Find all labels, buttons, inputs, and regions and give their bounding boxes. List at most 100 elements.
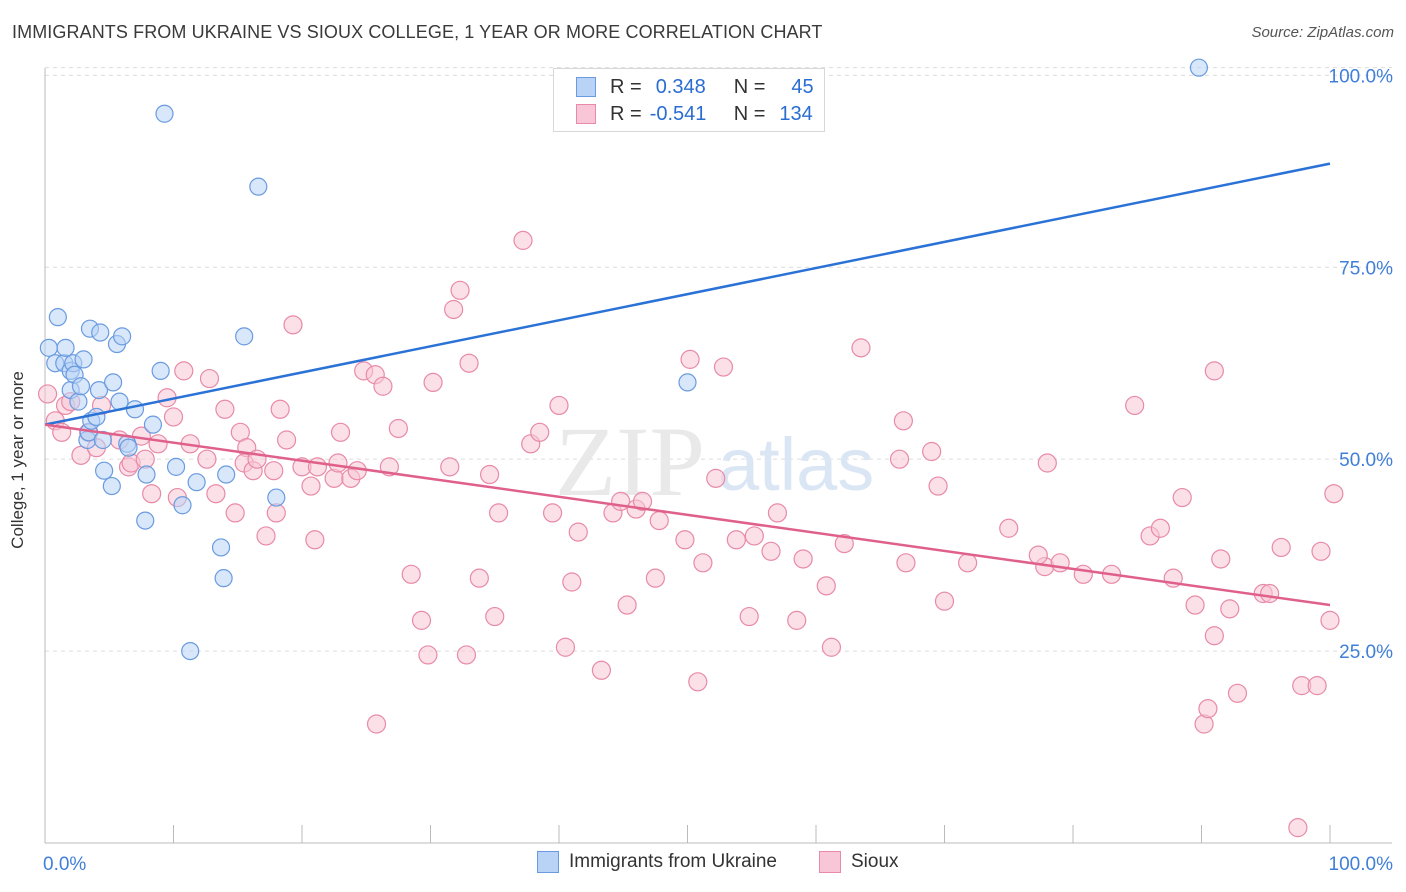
point-sioux [1220, 599, 1240, 619]
point-sioux [893, 411, 913, 431]
point-sioux [549, 395, 569, 416]
series-swatch-sioux [819, 851, 841, 873]
point-sioux [256, 526, 276, 546]
point-sioux [330, 422, 351, 442]
point-sioux [787, 610, 807, 630]
point-ukraine [151, 361, 170, 380]
point-sioux [767, 503, 788, 523]
point-sioux [1125, 395, 1145, 416]
point-sioux [693, 553, 713, 573]
point-ukraine [249, 177, 268, 196]
point-sioux [934, 591, 955, 611]
point-ukraine [71, 377, 91, 396]
point-sioux [270, 399, 290, 419]
point-sioux [401, 564, 421, 584]
legend-swatch-ukraine [576, 77, 596, 97]
point-ukraine [69, 392, 88, 411]
point-sioux [726, 530, 746, 550]
y-tick-label: 100.0% [1329, 66, 1394, 87]
point-ukraine [211, 538, 231, 557]
point-sioux [264, 461, 284, 481]
point-sioux [456, 645, 477, 665]
point-sioux [645, 568, 665, 588]
point-sioux [555, 637, 576, 657]
point-sioux [562, 572, 582, 592]
point-sioux [174, 361, 194, 381]
trend-lines [44, 162, 1331, 607]
legend-r-value-ukraine: 0.348 [655, 75, 706, 98]
point-ukraine [39, 338, 58, 357]
point-sioux [283, 315, 303, 335]
point-sioux [922, 441, 942, 462]
point-sioux [568, 522, 588, 542]
point-sioux [305, 530, 325, 550]
point-sioux [928, 476, 948, 496]
point-ukraine [48, 308, 67, 327]
point-ukraine [187, 473, 206, 492]
point-sioux [485, 606, 505, 627]
point-ukraine [678, 373, 697, 392]
series-swatch-ukraine [537, 851, 559, 873]
point-sioux [761, 541, 781, 561]
legend-r-label: R = [610, 102, 642, 125]
point-sioux [1028, 545, 1048, 565]
series-legend: Immigrants from Ukraine Sioux [0, 851, 1406, 879]
legend-r-label: R = [610, 75, 642, 98]
point-sioux [591, 660, 612, 680]
point-sioux [206, 484, 226, 504]
point-sioux [225, 503, 245, 523]
point-ukraine [137, 465, 156, 484]
point-sioux [37, 384, 58, 404]
legend-row-sioux: R = -0.541 N = 134 [576, 101, 813, 127]
series-legend-ukraine[interactable]: Immigrants from Ukraine [537, 851, 777, 873]
point-sioux [459, 353, 479, 373]
point-sioux [999, 518, 1019, 538]
data-points [37, 58, 1344, 838]
series-legend-sioux[interactable]: Sioux [819, 851, 899, 873]
point-sioux [163, 407, 184, 427]
point-sioux [197, 449, 217, 469]
point-ukraine [173, 496, 192, 515]
source-credit: Source: ZipAtlas.com [1251, 24, 1394, 41]
point-sioux [713, 357, 734, 377]
point-sioux [958, 553, 978, 573]
legend-n-value-ukraine: 45 [791, 75, 814, 98]
y-axis-label: College, 1 year or more [8, 371, 27, 549]
point-sioux [617, 595, 637, 615]
point-sioux [706, 468, 726, 488]
point-sioux [851, 338, 871, 358]
point-sioux [307, 457, 328, 477]
point-sioux [1288, 818, 1308, 838]
point-ukraine [102, 476, 121, 496]
point-sioux [373, 376, 393, 396]
point-sioux [821, 637, 842, 657]
point-sioux [480, 464, 500, 485]
point-sioux [135, 449, 155, 469]
point-sioux [1037, 453, 1057, 473]
point-sioux [423, 372, 443, 393]
point-sioux [1227, 683, 1248, 703]
point-ukraine [1189, 58, 1209, 77]
point-sioux [1211, 549, 1231, 569]
point-sioux [388, 418, 408, 439]
point-sioux [816, 576, 836, 596]
point-sioux [301, 476, 321, 496]
point-sioux [411, 610, 432, 630]
tick-labels: 25.0% 50.0% 75.0% 100.0% 0.0% 100.0% [43, 66, 1393, 875]
point-sioux [1150, 518, 1170, 538]
point-sioux [142, 484, 162, 504]
point-sioux [739, 606, 759, 627]
chart-title: IMMIGRANTS FROM UKRAINE VS SIOUX COLLEGE… [12, 22, 823, 42]
point-sioux [347, 461, 367, 481]
point-ukraine [74, 350, 93, 369]
point-sioux [444, 299, 464, 320]
point-ukraine [235, 327, 254, 346]
point-sioux [1320, 610, 1340, 630]
point-ukraine [89, 380, 109, 400]
point-ukraine [214, 569, 233, 588]
point-sioux [542, 503, 563, 523]
point-ukraine [267, 488, 286, 507]
point-sioux [1260, 583, 1280, 604]
x-tick-label-max: 100.0% [1329, 854, 1394, 875]
point-sioux [1172, 487, 1192, 508]
